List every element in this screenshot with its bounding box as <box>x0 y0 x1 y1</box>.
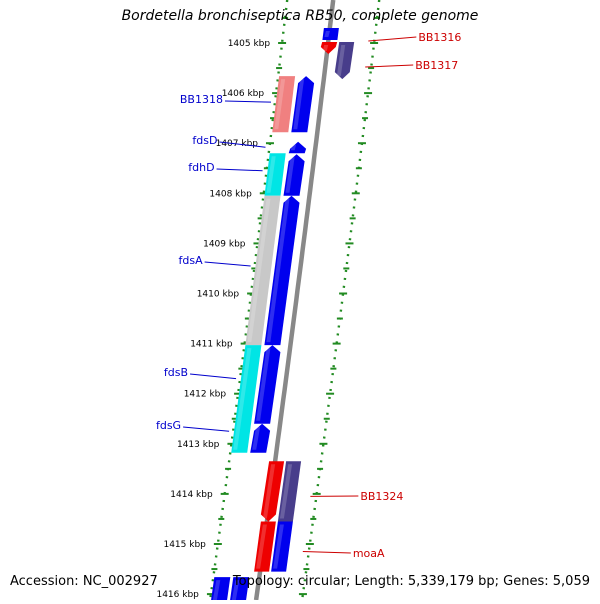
accession-label: Accession: NC_002927 <box>10 574 158 589</box>
map-title: Bordetella bronchiseptica RB50, complete… <box>0 8 600 24</box>
kbp-label: 1411 kbp <box>190 340 233 350</box>
gene-label-fdsd: fdsD <box>192 134 217 147</box>
gene-label-bb1316: BB1316 <box>418 31 461 44</box>
gene-leader-line <box>303 552 351 553</box>
topology-label: Topology: circular; Length: 5,339,179 bp… <box>233 574 590 589</box>
kbp-label: 1406 kbp <box>222 89 265 99</box>
gene-label-bb1324: BB1324 <box>360 490 403 503</box>
kbp-label: 1412 kbp <box>184 390 227 400</box>
gene-leader-line <box>205 262 251 266</box>
gene-label-bb1318: BB1318 <box>180 93 223 106</box>
gene-block-bb1316 <box>321 42 337 54</box>
kbp-label: 1410 kbp <box>197 290 240 300</box>
kbp-label: 1408 kbp <box>209 189 252 199</box>
kbp-label: 1409 kbp <box>203 239 246 249</box>
gene-label-fdsg: fdsG <box>156 419 181 432</box>
gene-label-fdsb: fdsB <box>164 366 188 379</box>
gene-leader-line <box>183 427 229 431</box>
kbp-label: 1416 kbp <box>156 590 199 600</box>
gene-label-fdhd: fdhD <box>188 161 214 174</box>
kbp-label: 1413 kbp <box>177 440 220 450</box>
kbp-label: 1414 kbp <box>170 490 213 500</box>
gene-label-moaa: moaA <box>353 547 385 560</box>
gene-leader-line <box>225 101 271 102</box>
gene-leader-line <box>217 169 263 171</box>
gene-label-fdsa: fdsA <box>178 254 203 267</box>
kbp-label: 1415 kbp <box>163 540 206 550</box>
gene-block <box>322 28 339 40</box>
right-dotted-guide <box>302 0 379 600</box>
gene-leader-line <box>368 37 416 41</box>
gene-block-fdsd <box>289 142 306 154</box>
gene-leader-line <box>190 374 236 379</box>
kbp-label: 1405 kbp <box>228 39 271 49</box>
gene-label-bb1317: BB1317 <box>415 59 458 72</box>
